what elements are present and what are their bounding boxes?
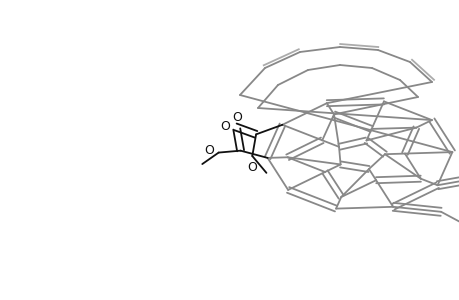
- Text: O: O: [203, 144, 213, 157]
- Text: O: O: [247, 161, 257, 174]
- Text: O: O: [231, 111, 241, 124]
- Text: O: O: [220, 120, 230, 133]
